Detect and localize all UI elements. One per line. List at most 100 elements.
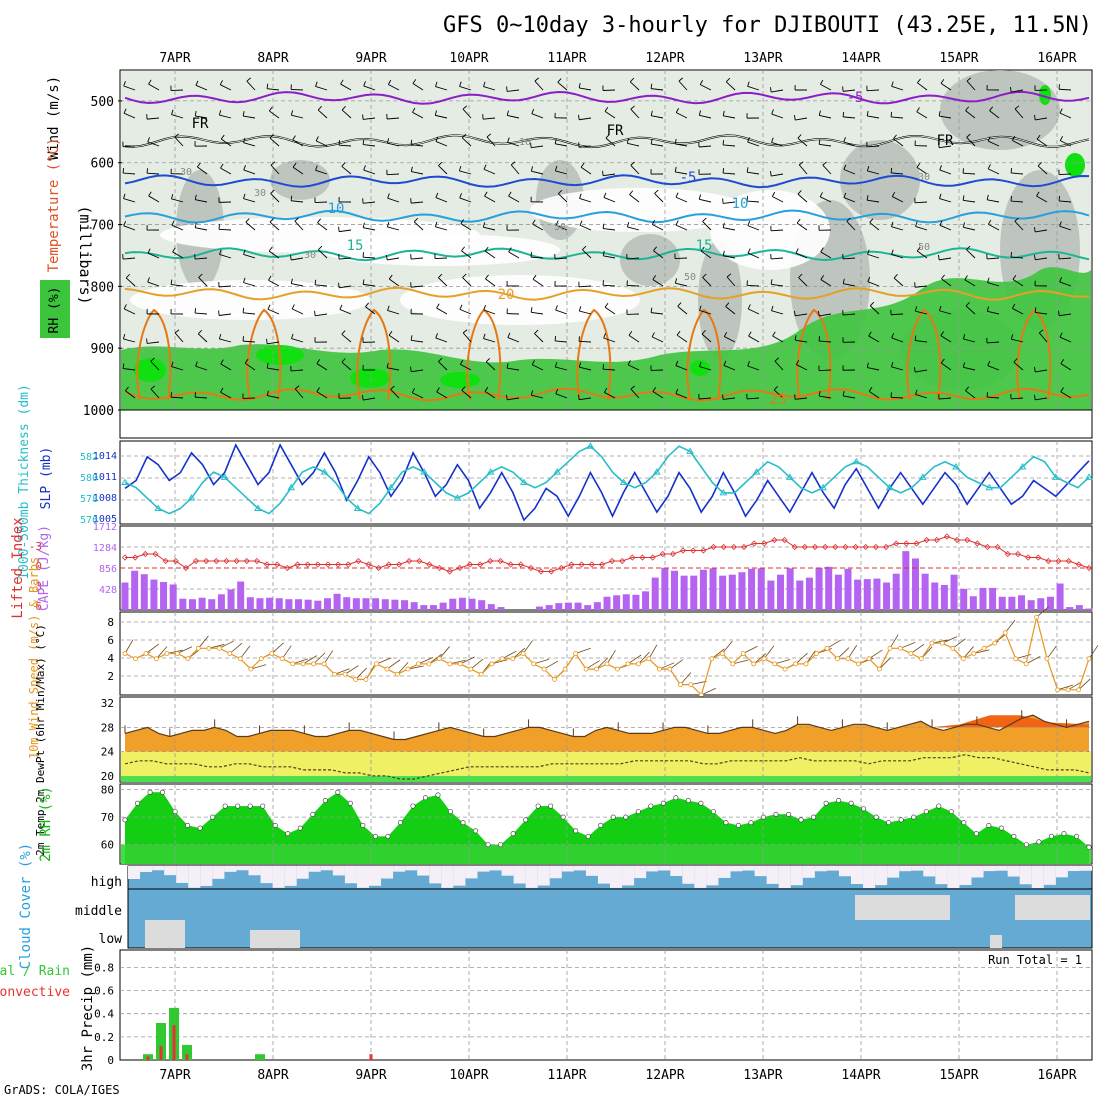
wind-barb: [867, 367, 880, 371]
wind-barb: [939, 169, 952, 175]
wind-barb-10m: [1046, 645, 1057, 659]
wind-barb: [747, 252, 760, 259]
thickness-point: [121, 478, 129, 485]
cloud-high-empty: [1043, 866, 1056, 885]
wind-barb: [747, 141, 760, 147]
wind-barb-flag: [291, 333, 294, 339]
run-total: Run Total = 1: [988, 953, 1082, 967]
rh2m-point: [1036, 839, 1042, 845]
cape-bar: [545, 605, 553, 610]
wind-barb: [267, 395, 280, 399]
wind-barb: [1035, 257, 1048, 261]
wind-tick: 4: [107, 652, 114, 665]
wind-barb: [1012, 140, 1024, 147]
wind-barb: [675, 143, 688, 147]
wind-barb-flag: [702, 217, 707, 222]
wind-barb: [1059, 112, 1072, 119]
wind-barb: [412, 392, 424, 399]
wind-barb: [532, 364, 544, 371]
cape-bar: [873, 578, 881, 610]
li-point: [761, 540, 768, 547]
wind-barb-flag: [868, 386, 873, 392]
wind-barb-10m: [302, 655, 318, 665]
wind-speed-point: [342, 671, 348, 677]
rh2m-point: [347, 800, 353, 806]
wind-barb-flag: [220, 359, 224, 365]
date-label-top: 7APR: [159, 51, 190, 66]
wind-barb: [270, 193, 280, 203]
cloud-high-empty: [875, 866, 888, 886]
wind-barb: [723, 115, 736, 119]
wind-barb-flag: [1012, 275, 1017, 280]
wind-barb: [866, 145, 880, 148]
cape-bar: [227, 589, 235, 610]
rh-dry-blob: [400, 275, 640, 325]
wind-barb-flag: [197, 329, 203, 335]
wind-barb-flag: [195, 80, 199, 86]
wind-barb: [484, 195, 496, 203]
wind-barb-flag: [461, 246, 465, 252]
wind-barb: [197, 166, 208, 175]
wind-speed-point: [468, 666, 474, 672]
wind-barb: [916, 111, 928, 119]
wind-barb: [1011, 172, 1024, 175]
wind-barb: [723, 227, 736, 231]
cloud-high-empty: [694, 866, 707, 888]
wind-barb-flag: [578, 362, 582, 368]
wind-barb-flag: [987, 164, 991, 170]
wind-speed-point: [688, 682, 694, 688]
wind-barb-flag: [795, 248, 799, 254]
rh-contour-label: 30: [918, 172, 930, 183]
wind-barb-flag: [940, 331, 944, 336]
wind-barb-flag: [555, 220, 559, 226]
wind-barb: [363, 85, 376, 91]
cloud-high-empty: [1019, 866, 1032, 885]
wind-barb-10m: [900, 641, 916, 649]
wind-barb: [1011, 397, 1024, 400]
wind-barb: [604, 110, 616, 119]
li-point: [1035, 554, 1042, 561]
wind-barb-flag: [508, 247, 512, 253]
wind-barb-flag: [866, 110, 869, 117]
wind-speed-point: [363, 677, 369, 682]
wind-barb-flag: [123, 193, 126, 199]
wind-barb: [365, 306, 376, 315]
wind-barb-flag: [268, 106, 273, 112]
wind-barb: [436, 307, 448, 315]
rh2m-point: [786, 811, 792, 817]
wind-barb: [987, 310, 1000, 315]
li-point: [1065, 557, 1072, 565]
wind-barb: [269, 221, 280, 231]
wind-barb-flag: [483, 81, 486, 87]
wind-barb: [363, 117, 376, 120]
cloud-high-empty: [453, 866, 466, 886]
wind-barb-flag: [842, 111, 845, 117]
wind-barb: [484, 391, 496, 399]
wind-barb-flag: [1034, 366, 1036, 372]
wind-speed-point: [803, 661, 809, 667]
wind-barb: [291, 283, 304, 287]
wind-barb-10m: [177, 646, 193, 654]
wind-speed-point: [646, 656, 652, 662]
wind-barb: [869, 305, 880, 315]
li-point: [1075, 561, 1082, 568]
wind-speed-point: [1002, 630, 1008, 636]
ylabel-precip: 3hr Precip (mm): [80, 945, 96, 1071]
wind-barb-flag: [388, 330, 393, 336]
wind-barb-10m: [837, 647, 850, 659]
li-point: [385, 561, 392, 568]
wind-barb-flag: [675, 220, 679, 226]
wind-barb: [579, 117, 592, 121]
wind-barb-flag: [268, 275, 272, 281]
wind-barb-10m: [313, 652, 326, 665]
wind-barb-flag: [387, 305, 390, 311]
wind-barb: [603, 337, 616, 343]
li-point: [588, 561, 595, 568]
wind-speed-point: [457, 661, 463, 667]
cape-bar: [969, 596, 977, 610]
cloud-tick: high: [91, 875, 122, 890]
wind-barb-flag: [341, 106, 346, 111]
rh2m-point: [197, 825, 203, 831]
wind-barb: [123, 198, 136, 203]
